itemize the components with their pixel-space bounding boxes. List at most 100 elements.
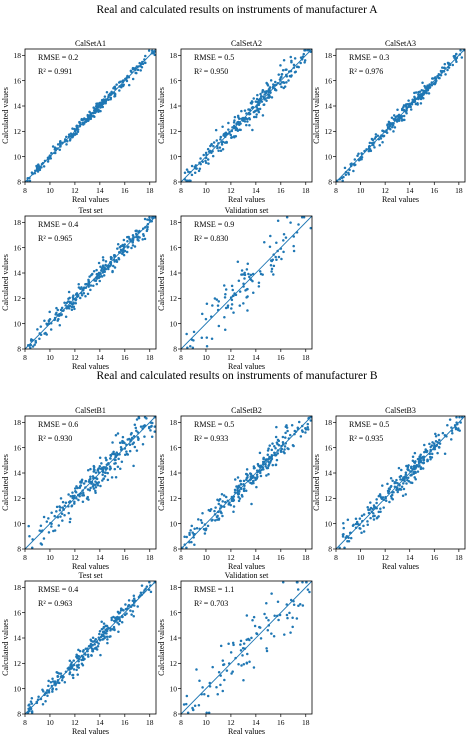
x-tick-label: 8 (23, 186, 27, 195)
x-tick-label: 12 (227, 353, 235, 362)
data-point (104, 260, 108, 263)
data-point (82, 123, 85, 126)
data-point (207, 711, 211, 714)
data-point (259, 95, 263, 98)
data-point (134, 71, 137, 75)
data-point (238, 123, 241, 127)
x-tick-label: 16 (277, 186, 285, 195)
data-point (94, 489, 97, 493)
y-tick-label: 8 (17, 710, 21, 719)
data-point (268, 455, 271, 459)
data-point (141, 62, 145, 66)
data-point (132, 434, 136, 438)
data-point (309, 416, 312, 419)
data-point (87, 278, 90, 282)
data-point (89, 638, 92, 642)
data-point (122, 253, 126, 257)
data-point (301, 604, 305, 607)
data-point (259, 92, 262, 96)
data-point (453, 54, 457, 58)
data-point (87, 281, 91, 285)
data-point (240, 269, 244, 272)
data-point (395, 488, 398, 492)
data-point (368, 144, 371, 148)
data-point (242, 285, 245, 288)
data-point (248, 108, 252, 112)
y-tick-label: 8 (17, 345, 21, 354)
data-point (267, 460, 271, 464)
data-point (372, 504, 376, 507)
x-tick-label: 16 (277, 718, 285, 727)
data-point (30, 702, 34, 705)
data-point (117, 257, 121, 261)
data-point (72, 494, 76, 498)
data-point (297, 604, 300, 608)
data-point (49, 521, 52, 525)
data-point (376, 134, 380, 137)
data-point (280, 257, 283, 261)
data-point (298, 603, 302, 606)
x-tick-label: 14 (252, 553, 260, 562)
data-point (361, 519, 364, 523)
data-point (242, 483, 245, 486)
data-point (75, 292, 79, 295)
x-tick-label: 8 (23, 353, 27, 362)
data-point (438, 442, 442, 445)
data-point (99, 653, 102, 657)
data-point (245, 614, 249, 617)
data-point (426, 86, 429, 89)
data-point (109, 453, 112, 457)
data-point (200, 693, 203, 696)
data-point (261, 90, 264, 94)
data-point (59, 497, 63, 500)
data-point (282, 58, 286, 62)
data-point (81, 650, 85, 653)
data-point (209, 508, 213, 511)
data-point (338, 546, 341, 549)
x-tick-label: 14 (406, 186, 414, 195)
data-point (442, 70, 446, 73)
data-point (241, 119, 245, 123)
data-point (220, 141, 224, 144)
data-point (239, 128, 242, 132)
data-point (217, 502, 221, 506)
data-point (114, 434, 118, 437)
panel-title: CalSetA1 (75, 39, 106, 48)
data-point (148, 581, 151, 584)
data-point (64, 670, 68, 673)
data-point (117, 623, 121, 626)
data-point (47, 684, 50, 688)
data-point (265, 474, 268, 477)
data-point (181, 546, 184, 549)
data-point (225, 141, 228, 144)
data-point (53, 148, 57, 151)
data-point (233, 491, 237, 494)
data-point (221, 500, 224, 503)
data-point (407, 105, 411, 108)
data-point (153, 50, 156, 53)
panel-title: Validation set (225, 206, 270, 215)
data-point (290, 423, 294, 427)
data-point (117, 250, 121, 254)
y-tick-label: 12 (170, 494, 178, 503)
data-point (288, 433, 292, 437)
data-point (282, 239, 285, 242)
data-point (377, 494, 381, 498)
data-point (56, 679, 60, 682)
data-point (131, 244, 135, 247)
data-point (133, 604, 136, 607)
data-point (96, 645, 100, 648)
data-point (81, 118, 84, 122)
data-point (77, 666, 81, 669)
x-axis-label: Real values (382, 195, 419, 204)
data-point (404, 471, 408, 474)
data-point (82, 286, 86, 289)
y-tick-label: 16 (170, 243, 178, 252)
data-point (297, 420, 301, 424)
x-axis-label: Real values (382, 562, 419, 571)
data-point (100, 275, 104, 278)
data-point (47, 691, 51, 694)
data-point (119, 609, 123, 612)
data-point (198, 679, 201, 683)
